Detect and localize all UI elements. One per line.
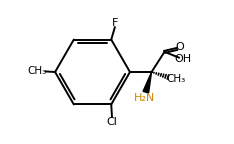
Text: OH: OH <box>175 54 192 64</box>
Text: O: O <box>175 42 184 52</box>
Text: CH₃: CH₃ <box>167 74 186 84</box>
Text: CH₃: CH₃ <box>28 66 47 76</box>
Text: Cl: Cl <box>107 117 118 127</box>
Text: F: F <box>112 18 118 28</box>
Text: H₂N: H₂N <box>134 93 155 103</box>
Polygon shape <box>143 72 152 93</box>
